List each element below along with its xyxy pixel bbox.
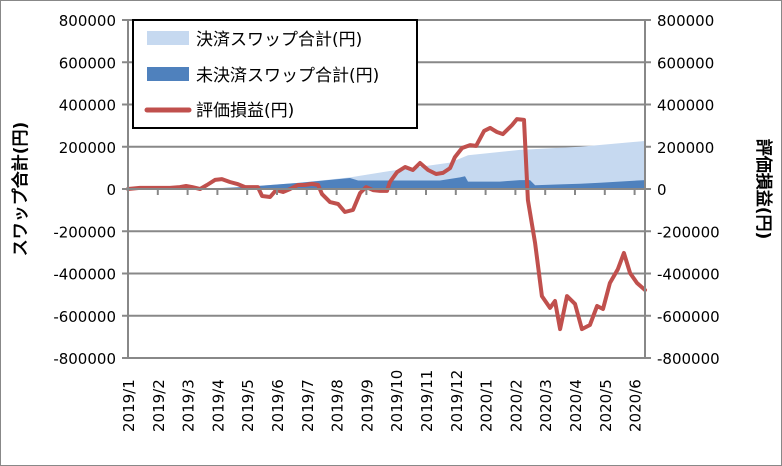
area-series-0 (128, 141, 646, 189)
y-axis-title-right: 評価損益(円) (753, 139, 774, 240)
x-tick-label: 2019/1 (120, 379, 138, 432)
x-tick-label: 2019/6 (269, 379, 287, 432)
line-series-pnl (126, 117, 647, 332)
area-series-1 (128, 176, 646, 189)
legend-swatch-unsettled (147, 67, 189, 81)
y-axis-title-left: スワップ合計(円) (10, 122, 31, 257)
x-tick-label: 2020/1 (478, 379, 496, 432)
x-tick-label: 2019/12 (448, 370, 466, 432)
x-tick-label: 2019/4 (209, 379, 227, 432)
x-tick-label: 2019/3 (180, 379, 198, 432)
y-tick-label-left: 800000 (59, 12, 116, 30)
y-tick-label-right: 0 (657, 181, 667, 199)
y-tick-label-right: 200000 (657, 139, 714, 157)
y-tick-label-left: 400000 (59, 97, 116, 115)
y-tick-label-right: -600000 (657, 308, 720, 326)
y-tick-label-right: 600000 (657, 54, 714, 72)
x-tick-label: 2020/4 (567, 379, 585, 432)
y-tick-label-left: 200000 (59, 139, 116, 157)
x-tick-label: 2019/11 (418, 370, 436, 432)
x-tick-label: 2019/10 (388, 370, 406, 432)
y-tick-label-right: 400000 (657, 97, 714, 115)
x-tick-label: 2019/5 (239, 379, 257, 432)
y-tick-label-left: -200000 (53, 223, 116, 241)
x-tick-label: 2020/5 (597, 379, 615, 432)
y-tick-label-left: -800000 (53, 350, 116, 368)
x-tick-label: 2019/9 (358, 379, 376, 432)
y-tick-label-right: -200000 (657, 223, 720, 241)
y-tick-label-left: 0 (106, 181, 116, 199)
legend-label-settled: 決済スワップ合計(円) (196, 30, 362, 50)
x-tick-label: 2020/2 (507, 379, 525, 432)
x-tick-label: 2020/3 (537, 379, 555, 432)
legend-label-unsettled: 未決済スワップ合計(円) (196, 66, 379, 86)
x-tick-label: 2019/8 (329, 379, 347, 432)
y-tick-label-right: -400000 (657, 266, 720, 284)
y-tick-label-right: 800000 (657, 12, 714, 30)
x-tick-label: 2019/2 (150, 379, 168, 432)
y-tick-label-right: -800000 (657, 350, 720, 368)
x-tick-label: 2019/7 (299, 379, 317, 432)
y-tick-label-left: -400000 (53, 266, 116, 284)
legend-label-pnl: 評価損益(円) (196, 101, 294, 121)
y-tick-label-left: -600000 (53, 308, 116, 326)
legend: 決済スワップ合計(円) 未決済スワップ合計(円) 評価損益(円) (132, 19, 418, 129)
x-tick-label: 2020/6 (627, 379, 645, 432)
y-tick-label-left: 600000 (59, 54, 116, 72)
legend-swatch-settled (147, 31, 189, 45)
